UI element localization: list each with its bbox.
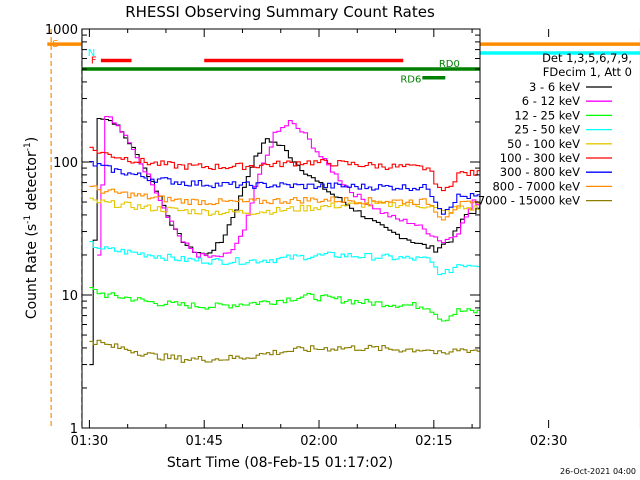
y-tick-label-3: 1000 — [45, 23, 78, 38]
plot-frame — [81, 28, 481, 429]
y-tick-label-0: 1 — [70, 422, 78, 437]
x-axis-title: Start Time (08-Feb-15 01:17:02) — [167, 455, 393, 471]
flag-label-RD6: RD6 — [400, 75, 421, 86]
y-axis-title-sup1: -1 — [23, 215, 33, 224]
y-axis-title: Count Rate (s-1 detector-1) — [23, 137, 40, 319]
y-axis-title-end: ) — [24, 137, 40, 142]
legend-label-3: 25 - 50 keV — [514, 123, 580, 137]
flag-label-S: S — [52, 39, 58, 50]
series-line-4 — [89, 197, 480, 216]
flag-bars: S NF RD0 RD6 — [47, 39, 640, 86]
flag-label-F: F — [91, 55, 97, 66]
y-tick-label-2: 100 — [53, 156, 78, 171]
series-line-1 — [97, 115, 480, 258]
x-tick-label-3: 02:15 — [415, 434, 452, 449]
series-line-2 — [89, 287, 480, 322]
series-line-3 — [89, 241, 480, 276]
y-axis-ticks: 1 10 100 1000 — [45, 23, 480, 437]
legend-label-5: 100 - 300 keV — [500, 151, 580, 165]
series-line-8 — [89, 339, 480, 363]
legend-label-4: 50 - 100 keV — [507, 137, 580, 151]
flag-label-N: N — [88, 48, 95, 59]
series-line-6 — [89, 160, 480, 215]
y-axis-title-main: Count Rate (s — [24, 224, 40, 319]
x-tick-label-4: 02:30 — [530, 434, 567, 449]
legend-label-6: 300 - 800 keV — [500, 165, 580, 179]
x-tick-label-1: 01:45 — [185, 434, 222, 449]
series-lines — [89, 115, 480, 366]
timestamp: 26-Oct-2021 04:00 — [560, 467, 636, 476]
legend-label-1: 6 - 12 keV — [522, 94, 580, 108]
series-line-5 — [89, 146, 480, 192]
legend-label-8: 7000 - 15000 keV — [478, 194, 580, 208]
legend-label-2: 12 - 25 keV — [514, 108, 580, 122]
legend-header-line1: Det 1,3,5,6,7,9, — [542, 51, 632, 65]
legend-header-line2: FDecim 1, Att 0 — [543, 65, 632, 79]
legend: Det 1,3,5,6,7,9, FDecim 1, Att 0 3 - 6 k… — [478, 51, 632, 208]
legend-label-0: 3 - 6 keV — [529, 80, 580, 94]
x-tick-label-2: 02:00 — [300, 434, 337, 449]
y-axis-title-mid: detector — [24, 151, 40, 215]
y-tick-label-1: 10 — [61, 289, 78, 304]
y-axis-title-sup2: -1 — [23, 142, 33, 151]
x-tick-label-0: 01:30 — [71, 434, 108, 449]
series-line-7 — [89, 185, 480, 221]
chart-title: RHESSI Observing Summary Count Rates — [125, 3, 435, 21]
legend-label-7: 800 - 7000 keV — [492, 179, 580, 193]
flag-label-RD0: RD0 — [439, 59, 460, 70]
